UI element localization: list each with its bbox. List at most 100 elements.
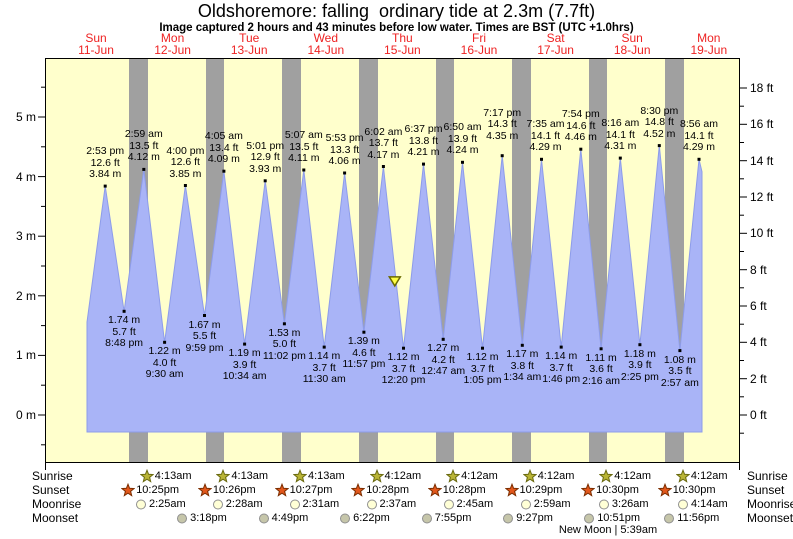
high-tide-dot — [697, 157, 701, 161]
high-tide-dot — [657, 144, 661, 148]
astro-event: 2:25am — [134, 497, 186, 511]
annotation-line: 3.8 ft — [510, 359, 534, 372]
low-tide-annotation: 1.11 m 3.6 ft 2:16 am — [569, 352, 633, 388]
annotation-line: 11:02 pm — [262, 349, 306, 362]
y-axis-right-label: 2 ft — [750, 371, 767, 386]
moonrise-circle-icon — [443, 499, 454, 510]
sunset-star-icon — [121, 483, 136, 497]
astro-row-label-right: Moonset — [747, 511, 793, 525]
annotation-line: 1.12 m — [466, 351, 499, 364]
moonset-circle-icon — [503, 513, 514, 524]
annotation-line: 10:34 am — [222, 370, 267, 383]
sunrise-time: 4:13am — [231, 469, 269, 482]
moonrise-time: 2:25am — [149, 497, 186, 510]
annotation-line: 5.5 ft — [192, 330, 217, 342]
sunset-star-shape — [581, 483, 596, 497]
astro-event: 11:56pm — [662, 511, 719, 525]
y-axis-right-label: 6 ft — [750, 299, 767, 313]
low-tide-dot — [163, 340, 167, 344]
annotation-line: 5:53 pm — [325, 132, 364, 144]
astro-row-label-left: Sunset — [32, 483, 70, 497]
high-tide-annotation: 5:07 am 13.5 ft 4.11 m — [272, 129, 336, 165]
sunset-star-shape — [504, 483, 519, 497]
high-tide-annotation: 5:01 pm 12.9 ft 3.93 m — [233, 140, 297, 176]
moonrise-time: 2:28am — [225, 497, 263, 510]
annotation-line: 3.6 ft — [589, 363, 613, 376]
astro-event: 4:12am — [675, 469, 728, 483]
annotation-line: 13.8 ft — [408, 134, 439, 147]
day-date: 11-Jun — [78, 43, 114, 57]
day-name: Sat — [546, 31, 565, 45]
high-tide-annotation: 8:30 pm 14.8 ft 4.52 m — [627, 105, 691, 141]
astro-event: 2:45am — [442, 497, 494, 511]
sunrise-star-icon — [139, 469, 154, 483]
annotation-line: 1.14 m — [308, 350, 341, 363]
annotation-line: 8:56 am — [680, 118, 718, 131]
high-tide-dot — [381, 165, 385, 168]
moonset-circle-icon — [258, 513, 269, 524]
low-tide-annotation: 1.18 m 3.9 ft 2:25 pm — [608, 348, 672, 384]
moonrise-time: 4:14am — [691, 497, 728, 510]
sunrise-time: 4:13am — [154, 469, 192, 482]
day-date: 12-Jun — [154, 43, 191, 57]
sunrise-star-shape — [522, 469, 537, 483]
annotation-line: 12.9 ft — [250, 151, 280, 164]
annotation-line: 1:34 am — [503, 371, 542, 384]
annotation-line: 14.8 ft — [644, 116, 674, 129]
sunrise-star-shape — [293, 469, 307, 483]
moonset-circle-icon — [584, 513, 595, 524]
annotation-line: 4.35 m — [486, 129, 519, 142]
astro-event: 3:18pm — [175, 511, 227, 525]
high-tide-dot — [183, 184, 187, 187]
astro-event: 9:27pm — [501, 511, 553, 525]
sunrise-star-icon — [522, 469, 537, 483]
moonrise-time: 2:45am — [456, 497, 494, 510]
sunset-star-icon — [351, 483, 366, 497]
high-tide-dot — [422, 162, 425, 166]
y-axis-left-label: 2 m — [15, 288, 36, 303]
low-tide-annotation: 1.19 m 3.9 ft 10:34 am — [213, 348, 277, 383]
sunset-star-icon — [504, 483, 519, 497]
high-tide-annotation: 2:59 am 13.5 ft 4.12 m — [112, 129, 176, 164]
low-tide-annotation: 1.08 m 3.5 ft 2:57 am — [648, 354, 712, 390]
moonrise-circle-icon — [212, 499, 223, 510]
astro-event: 2:59am — [519, 497, 571, 511]
sunrise-time: 4:13am — [308, 469, 345, 482]
annotation-line: 14.6 ft — [566, 119, 596, 132]
sunrise-star-icon — [293, 469, 307, 483]
low-tide-dot — [599, 347, 603, 351]
sunset-time: 10:27pm — [289, 483, 333, 496]
low-tide-dot — [481, 346, 484, 350]
low-tide-annotation: 1.22 m 4.0 ft 9:30 am — [133, 346, 197, 381]
annotation-line: 11:57 pm — [342, 358, 386, 371]
low-tide-dot — [243, 342, 247, 346]
annotation-line: 14.1 ft — [605, 128, 635, 141]
moonrise-circle-shape — [289, 499, 300, 510]
astro-event: 10:30pm — [657, 483, 716, 497]
sunset-time: 10:30pm — [672, 483, 716, 496]
astro-event: 2:37am — [365, 497, 416, 511]
low-tide-annotation: 1.14 m 3.7 ft 11:30 am — [292, 351, 356, 386]
astro-row-label-right: Sunrise — [747, 469, 788, 483]
y-axis-left-label: 1 m — [15, 348, 36, 363]
sunset-time: 10:28pm — [366, 483, 409, 496]
moonrise-time: 2:59am — [533, 497, 571, 510]
astro-event: 2:31am — [288, 497, 339, 511]
high-tide-dot — [461, 160, 464, 164]
annotation-line: 4.24 m — [446, 144, 479, 157]
day-label: Mon 19-Jun — [671, 32, 747, 56]
sunrise-star-shape — [216, 469, 231, 483]
low-tide-dot — [122, 309, 126, 313]
annotation-line: 3.9 ft — [232, 358, 257, 371]
moonset-time: 10:51pm — [597, 511, 640, 524]
annotation-line: 4.06 m — [328, 155, 361, 167]
annotation-line: 3.5 ft — [668, 365, 692, 378]
moonrise-circle-shape — [212, 499, 223, 510]
sunset-star-shape — [197, 483, 212, 497]
astro-event: 10:26pm — [197, 483, 256, 497]
y-axis-left-label: 0 m — [15, 408, 36, 422]
sunrise-star-icon — [446, 469, 461, 483]
sunrise-star-icon — [675, 469, 690, 483]
sunrise-star-icon — [599, 469, 614, 483]
annotation-line: 1.17 m — [506, 348, 539, 361]
